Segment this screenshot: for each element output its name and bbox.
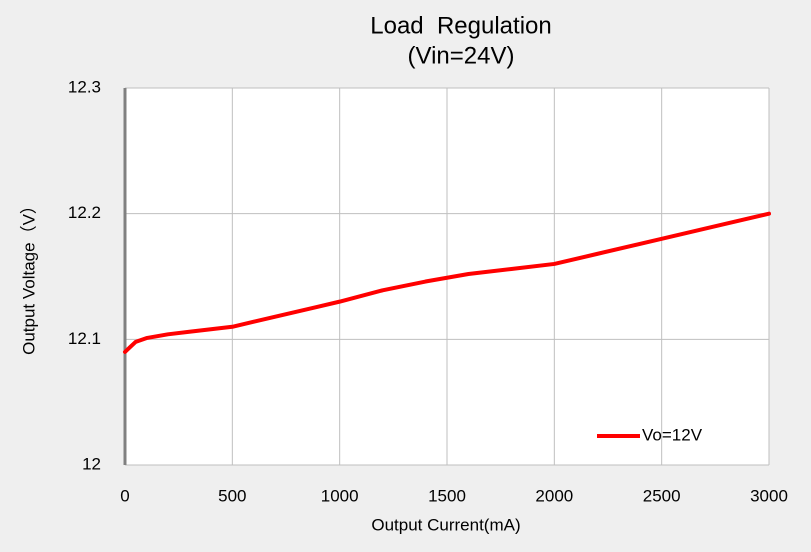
x-tick-label: 2000: [535, 486, 573, 505]
x-tick-label: 500: [218, 486, 246, 505]
legend-label: Vo=12V: [642, 425, 703, 444]
x-axis-label: Output Current(mA): [371, 515, 520, 534]
y-tick-label: 12: [82, 454, 101, 473]
x-tick-label: 0: [120, 486, 129, 505]
x-tick-label: 1000: [321, 486, 359, 505]
y-tick-label: 12.2: [68, 203, 101, 222]
x-tick-label: 2500: [643, 486, 681, 505]
y-axis-label: Output Voltage（V）: [19, 197, 38, 355]
x-tick-label: 3000: [750, 486, 788, 505]
chart-title: Load Regulation: [370, 12, 551, 39]
y-tick-label: 12.1: [68, 329, 101, 348]
data-line: [123, 211, 771, 354]
chart-subtitle: (Vin=24V): [408, 42, 515, 69]
x-tick-label: 1500: [428, 486, 466, 505]
y-tick-label: 12.3: [68, 77, 101, 96]
